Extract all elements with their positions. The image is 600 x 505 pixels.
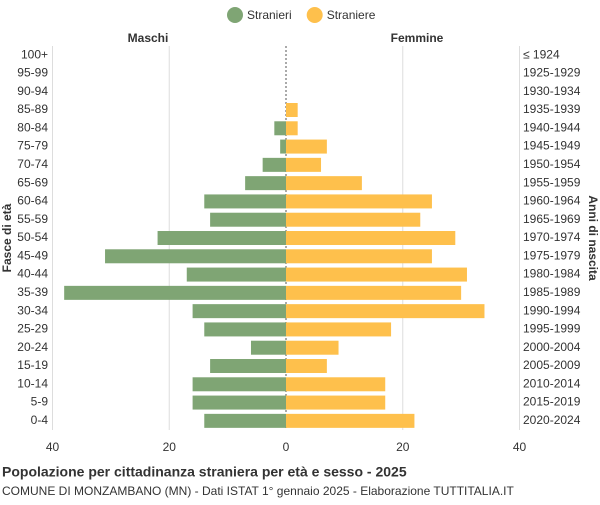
bar [280, 139, 286, 154]
legend-swatch [227, 7, 243, 23]
y2-axis-title: Anni di nascita [586, 195, 600, 281]
y-tick-label: 45-49 [17, 248, 48, 262]
y-tick-label: 95-99 [17, 66, 48, 80]
y2-tick-label: 1925-1929 [523, 66, 581, 80]
y-tick-label: 55-59 [17, 212, 48, 226]
bar [262, 157, 286, 172]
y2-tick-label: 1985-1989 [523, 285, 581, 299]
y2-tick-label: 2020-2024 [523, 413, 581, 427]
bar [286, 212, 421, 227]
y-tick-label: 65-69 [17, 175, 48, 189]
x-tick-label: 20 [396, 440, 410, 454]
y2-tick-label: 1970-1974 [523, 230, 581, 244]
bar [286, 267, 467, 282]
right-header: Femmine [391, 31, 444, 45]
y-tick-label: 20-24 [17, 340, 48, 354]
bar [286, 157, 322, 172]
bar [204, 194, 286, 209]
y2-tick-label: 2015-2019 [523, 395, 581, 409]
y2-tick-label: 1935-1939 [523, 102, 581, 116]
y-tick-label: 70-74 [17, 157, 48, 171]
bar [204, 322, 286, 337]
y-tick-label: 85-89 [17, 102, 48, 116]
y2-tick-label: 1975-1979 [523, 248, 581, 262]
bar [245, 176, 286, 191]
y2-tick-label: 1980-1984 [523, 267, 581, 281]
bar [192, 377, 286, 392]
bar [286, 395, 386, 410]
y2-tick-label: 1990-1994 [523, 303, 581, 317]
bar [286, 139, 327, 154]
y-tick-label: 25-29 [17, 322, 48, 336]
y2-tick-label: ≤ 1924 [523, 47, 560, 61]
bar [192, 304, 286, 319]
y2-tick-label: 2000-2004 [523, 340, 581, 354]
y-tick-label: 35-39 [17, 285, 48, 299]
bar [64, 285, 286, 300]
bar [250, 340, 286, 355]
y2-tick-label: 1955-1959 [523, 175, 581, 189]
bar [286, 377, 386, 392]
y-tick-label: 30-34 [17, 303, 48, 317]
x-tick-label: 40 [513, 440, 527, 454]
y-tick-label: 0-4 [31, 413, 49, 427]
chart-title: Popolazione per cittadinanza straniera p… [2, 464, 407, 480]
y2-tick-label: 1965-1969 [523, 212, 581, 226]
y2-tick-label: 1940-1944 [523, 120, 581, 134]
bar [286, 359, 327, 373]
bar [105, 249, 286, 264]
bar [210, 212, 286, 227]
y-tick-label: 5-9 [31, 395, 49, 409]
y2-tick-label: 1995-1999 [523, 322, 581, 336]
bar [286, 413, 415, 428]
y-tick-label: 10-14 [17, 376, 48, 390]
y2-tick-label: 1950-1954 [523, 157, 581, 171]
bar [157, 231, 286, 245]
bar [286, 121, 298, 136]
legend-label: Stranieri [247, 8, 292, 22]
bar [286, 103, 298, 117]
bar [286, 249, 432, 264]
y-axis-title: Fasce di età [0, 203, 14, 272]
y2-tick-label: 2010-2014 [523, 376, 581, 390]
x-tick-label: 0 [283, 440, 290, 454]
bar [210, 359, 286, 373]
y2-tick-label: 1945-1949 [523, 139, 581, 153]
legend-label: Straniere [327, 8, 376, 22]
y-tick-label: 50-54 [17, 230, 48, 244]
left-header: Maschi [128, 31, 169, 45]
y-tick-label: 100+ [21, 47, 48, 61]
y-tick-label: 75-79 [17, 139, 48, 153]
y2-tick-label: 2005-2009 [523, 358, 581, 372]
bar [286, 194, 432, 209]
bar [286, 231, 456, 245]
x-tick-label: 40 [46, 440, 60, 454]
bar [286, 285, 462, 300]
legend-swatch [306, 7, 323, 23]
bar [204, 413, 286, 428]
bar [286, 340, 339, 355]
chart-subtitle: COMUNE DI MONZAMBANO (MN) - Dati ISTAT 1… [2, 484, 514, 498]
y2-tick-label: 1960-1964 [523, 194, 581, 208]
bar [286, 322, 392, 337]
y2-tick-label: 1930-1934 [523, 84, 581, 98]
bar [186, 267, 286, 282]
y-tick-label: 80-84 [17, 120, 48, 134]
bar [274, 121, 286, 136]
y-tick-label: 90-94 [17, 84, 48, 98]
bar [286, 176, 362, 191]
y-tick-label: 15-19 [17, 358, 48, 372]
y-tick-label: 60-64 [17, 194, 48, 208]
bar [286, 304, 485, 319]
bar [192, 395, 286, 410]
y-tick-label: 40-44 [17, 267, 48, 281]
x-tick-label: 20 [163, 440, 177, 454]
